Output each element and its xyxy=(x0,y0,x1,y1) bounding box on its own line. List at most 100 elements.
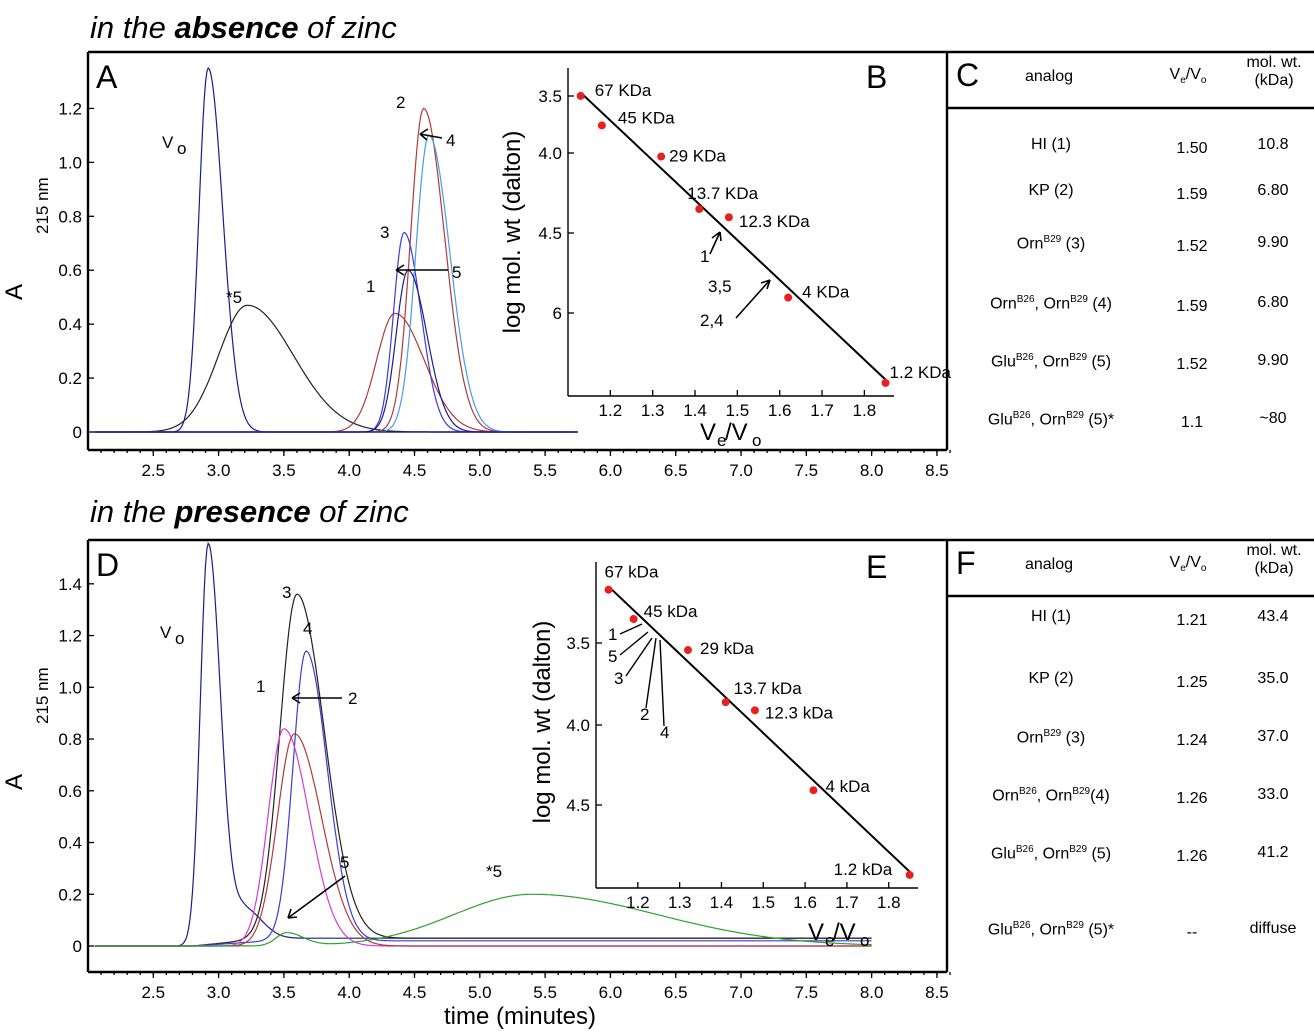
table-f-header-analog: analog xyxy=(1024,556,1074,573)
panel-d-y-tick-label: 0.4 xyxy=(58,834,82,853)
panel-b-arrow xyxy=(735,279,771,319)
panel-a-x-tick-label: 7.5 xyxy=(795,461,819,480)
panel-a-x-tick-label: 5.0 xyxy=(468,461,492,480)
panel-a-annotation: 2 xyxy=(396,93,405,112)
panel-b-x-tick-label: 1.4 xyxy=(683,401,707,420)
table-c-row-mw: ~80 xyxy=(1259,410,1287,427)
bottom-title: in the presence of zinc xyxy=(90,494,409,530)
table-c-row-analog: OrnB29 (3) xyxy=(1016,234,1086,253)
panel-a-vo-sub: o xyxy=(177,139,186,158)
table-f-row-mw: 37.0 xyxy=(1257,728,1289,745)
panel-b-point xyxy=(695,205,704,214)
top-title: in the absence of zinc xyxy=(90,10,397,46)
panel-d-annotation: 4 xyxy=(303,619,312,638)
panel-a-arrow xyxy=(395,264,448,276)
panel-e-xlabel-o: o xyxy=(860,931,869,950)
panel-b-point-label: 67 KDa xyxy=(595,81,652,100)
panel-d-annotation: 2 xyxy=(348,689,357,708)
table-c-row-vevo: 1.59 xyxy=(1176,186,1208,203)
panel-b-point-label: 45 KDa xyxy=(618,108,675,127)
panel-e-point-label: 1.2 kDa xyxy=(834,860,893,879)
panel-e-x-tick-label: 1.5 xyxy=(751,893,775,912)
panel-a-y-tick-label: 1.0 xyxy=(58,153,82,172)
panel-letter-c: C xyxy=(956,57,979,93)
panel-a-x-tick-label: 6.5 xyxy=(664,461,688,480)
panel-d-arrow xyxy=(287,875,346,919)
panel-e-point xyxy=(905,870,914,879)
bottom-title-post: of zinc xyxy=(310,494,409,529)
panel-d-x-tick-label: 4.5 xyxy=(403,983,427,1002)
panel-b-x-tick-label: 1.8 xyxy=(853,401,877,420)
panel-a-y-tick-label: 0.6 xyxy=(58,261,82,280)
table-f-row-analog: GluB26, OrnB29 (5)* xyxy=(987,920,1115,939)
panel-a-x-tick-label: 2.5 xyxy=(141,461,165,480)
panel-b-x-tick-label: 1.7 xyxy=(810,401,834,420)
table-c-header-vevo: Ve/Vo xyxy=(1169,66,1207,87)
table-f-header-mw: mol. wt. (kDa) xyxy=(1246,542,1302,577)
panel-d-x-tick-label: 5.5 xyxy=(533,983,557,1002)
panel-b-x-tick-label: 1.3 xyxy=(641,401,665,420)
panel-a-y-tick-label: 1.2 xyxy=(58,99,82,118)
panel-letter-f: F xyxy=(956,545,976,581)
panel-a-x-tick-label: 3.0 xyxy=(207,461,231,480)
panel-b-point-label: 12.3 KDa xyxy=(739,212,810,231)
bottom-title-pre: in the xyxy=(90,494,175,529)
panel-a-annotation: 1 xyxy=(366,277,375,296)
panel-d-x-tick-label: 7.0 xyxy=(729,983,753,1002)
table-c-header-analog: analog xyxy=(1024,68,1074,85)
table-f-row-mw: 33.0 xyxy=(1257,786,1289,803)
panel-b-xlabel-v: V xyxy=(700,419,716,446)
panel-d-arrow xyxy=(291,692,342,704)
bottom-title-bold: presence xyxy=(174,494,311,529)
table-f-row-analog: HI (1) xyxy=(1031,608,1071,625)
panel-e-arrow xyxy=(619,623,643,635)
panel-d-x-tick-label: 8.0 xyxy=(860,983,884,1002)
table-f-row-vevo: 1.25 xyxy=(1176,674,1208,691)
panel-d-series-line xyxy=(94,893,872,947)
panel-d-y-tick-label: 0.2 xyxy=(58,885,82,904)
panel-b-point xyxy=(724,213,733,222)
top-title-post: of zinc xyxy=(298,10,397,45)
panel-d-x-tick-label: 3.5 xyxy=(272,983,296,1002)
panel-a-annotation: *5 xyxy=(226,288,242,307)
panel-b-point-label: 13.7 KDa xyxy=(687,184,758,203)
panel-a-x-tick-label: 8.0 xyxy=(860,461,884,480)
panel-b-point xyxy=(784,293,793,302)
panel-d-x-tick-label: 6.5 xyxy=(664,983,688,1002)
panel-b-x-tick-label: 1.2 xyxy=(599,401,623,420)
panel-a-y-tick-label: 0.2 xyxy=(58,369,82,388)
panel-b-y-tick-label: 4.0 xyxy=(538,144,562,163)
panel-b-x-tick-label: 1.5 xyxy=(726,401,750,420)
panel-d-x-tick-label: 8.5 xyxy=(925,983,949,1002)
panel-a-vo-label: V xyxy=(162,133,174,152)
table-f-row-vevo: 1.24 xyxy=(1176,732,1208,749)
table-c-row-analog: GluB26, OrnB29 (5) xyxy=(990,352,1112,371)
panel-d-annotation: 3 xyxy=(282,583,291,602)
panel-b-point-label: 4 KDa xyxy=(802,283,850,302)
panel-e-xlabel-v: V xyxy=(808,919,824,946)
table-f: analog Ve/Vo mol. wt. (kDa) HI (1) 1.21 43.4 KP… xyxy=(948,540,1314,972)
panel-e-point-label: 13.7 kDa xyxy=(734,679,803,698)
panel-letter-e: E xyxy=(866,549,887,585)
panel-b-y-tick-label: 6 xyxy=(553,304,562,323)
panel-d-y-tick-label: 0.8 xyxy=(58,730,82,749)
panel-d-x-tick-label: 5.0 xyxy=(468,983,492,1002)
table-c-header-mw: mol. wt. (kDa) xyxy=(1246,54,1302,89)
panel-b-xlabel-v2: /V xyxy=(725,419,748,446)
panel-e-arrow xyxy=(619,631,649,656)
table-f-row-analog: KP (2) xyxy=(1028,670,1074,687)
panel-e-point xyxy=(721,698,730,707)
panel-e-x-tick-label: 1.7 xyxy=(835,893,859,912)
panel-d-y-tick-label: 1.4 xyxy=(58,575,82,594)
panel-b-point xyxy=(576,91,585,100)
panel-e-arrow xyxy=(625,637,653,677)
panel-d-y-tick-label: 1.0 xyxy=(58,678,82,697)
panel-a-x-tick-label: 8.5 xyxy=(925,461,949,480)
panel-a-x-tick-label: 5.5 xyxy=(533,461,557,480)
panel-e-point-label: 12.3 kDa xyxy=(765,703,834,722)
panel-d-series-line xyxy=(94,541,872,947)
table-f-row-mw: 43.4 xyxy=(1257,608,1289,625)
panel-b-fit-line xyxy=(580,91,887,381)
table-c-row-analog: HI (1) xyxy=(1031,136,1071,153)
table-f-row-mw: 41.2 xyxy=(1257,844,1289,861)
